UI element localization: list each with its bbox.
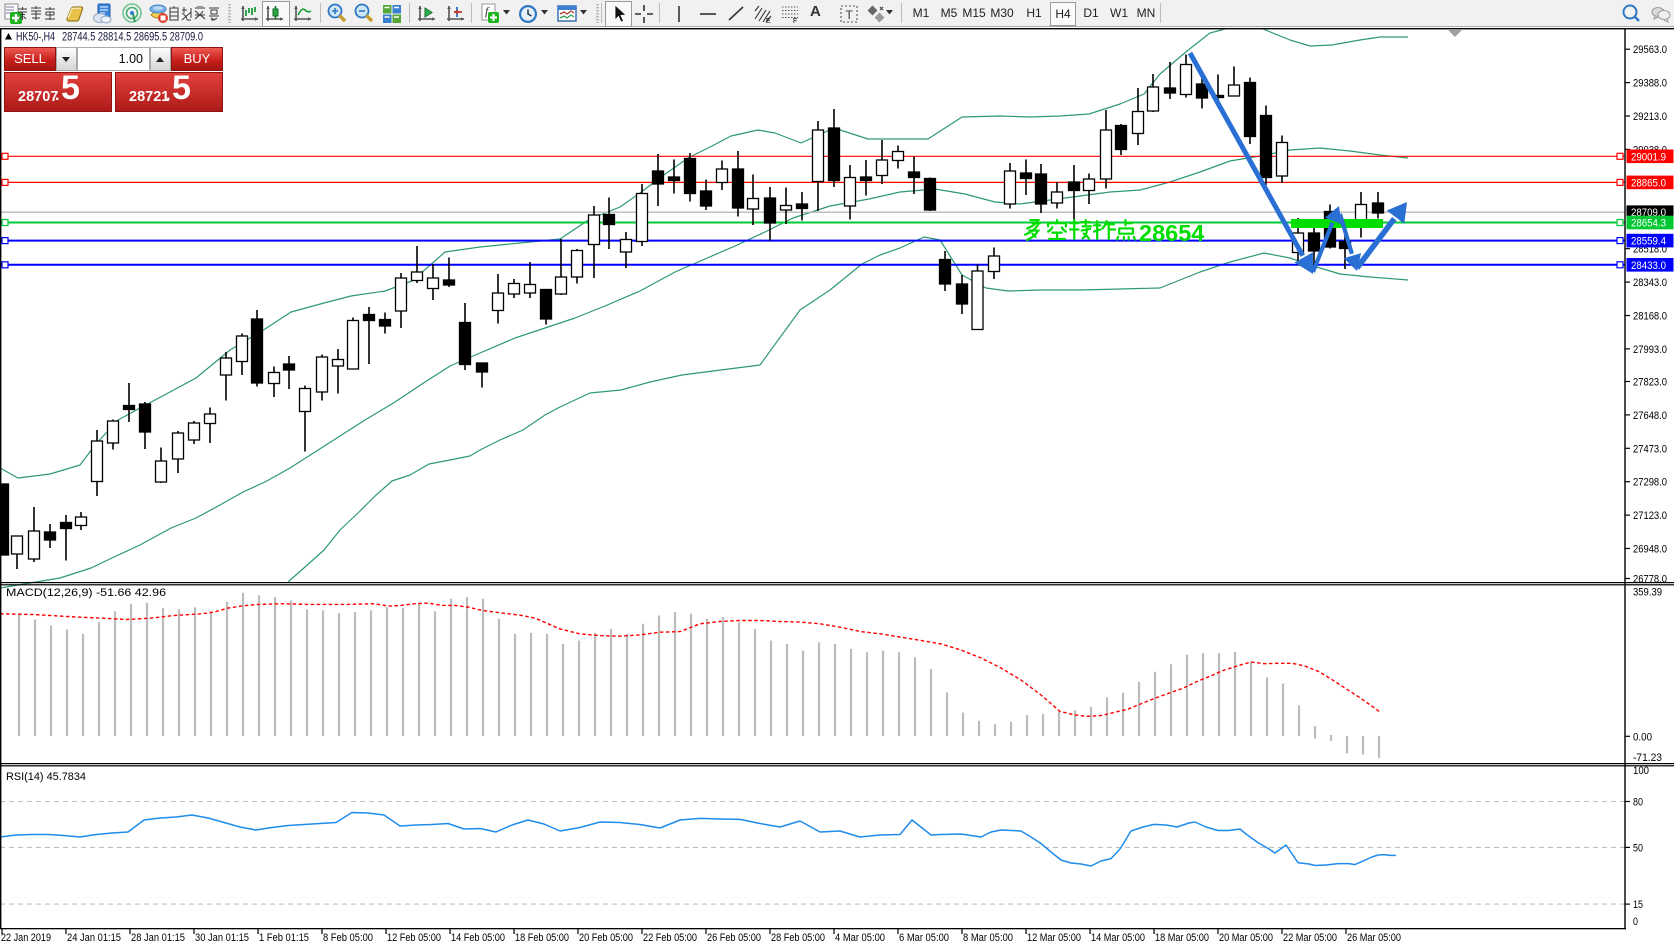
- svg-text:28654: 28654: [1139, 220, 1204, 246]
- svg-text:20 Feb 05:00: 20 Feb 05:00: [579, 932, 633, 944]
- svg-text:28654.3: 28654.3: [1631, 218, 1666, 230]
- svg-text:1 Feb 01:15: 1 Feb 01:15: [259, 932, 309, 944]
- svg-text:22 Feb 05:00: 22 Feb 05:00: [643, 932, 697, 944]
- svg-text:RSI(14) 45.7834: RSI(14) 45.7834: [6, 771, 86, 783]
- svg-text:29563.0: 29563.0: [1633, 44, 1667, 56]
- svg-text:HK50-,H4: HK50-,H4: [16, 32, 55, 44]
- svg-text:50: 50: [1633, 842, 1643, 854]
- svg-text:28744.5 28814.5 28695.5 28709.: 28744.5 28814.5 28695.5 28709.0: [62, 32, 203, 44]
- svg-text:12 Mar 05:00: 12 Mar 05:00: [1027, 932, 1081, 944]
- svg-text:28865.0: 28865.0: [1631, 177, 1666, 189]
- svg-text:100: 100: [1633, 765, 1649, 777]
- svg-text:8 Mar 05:00: 8 Mar 05:00: [963, 932, 1013, 944]
- svg-text:27473.0: 27473.0: [1633, 443, 1667, 455]
- svg-text:T: T: [846, 8, 854, 22]
- svg-text:29388.0: 29388.0: [1633, 78, 1667, 90]
- svg-text:27648.0: 27648.0: [1633, 410, 1667, 422]
- svg-text:28433.0: 28433.0: [1631, 260, 1666, 272]
- svg-text:359.39: 359.39: [1633, 586, 1662, 598]
- svg-text:27298.0: 27298.0: [1633, 477, 1667, 489]
- svg-text:22 Jan 2019: 22 Jan 2019: [1, 932, 51, 944]
- svg-text:0.00: 0.00: [1633, 731, 1652, 743]
- svg-text:-71.23: -71.23: [1633, 752, 1662, 764]
- svg-text:18 Feb 05:00: 18 Feb 05:00: [515, 932, 569, 944]
- svg-text:MACD(12,26,9) -51.66 42.96: MACD(12,26,9) -51.66 42.96: [6, 587, 166, 599]
- svg-text:26 Mar 05:00: 26 Mar 05:00: [1347, 932, 1401, 944]
- svg-text:18 Mar 05:00: 18 Mar 05:00: [1155, 932, 1209, 944]
- svg-text:27823.0: 27823.0: [1633, 377, 1667, 389]
- svg-text:28 Feb 05:00: 28 Feb 05:00: [771, 932, 825, 944]
- svg-text:20 Mar 05:00: 20 Mar 05:00: [1219, 932, 1273, 944]
- svg-text:26778.0: 26778.0: [1633, 574, 1667, 586]
- svg-text:27123.0: 27123.0: [1633, 510, 1667, 522]
- svg-text:22 Mar 05:00: 22 Mar 05:00: [1283, 932, 1337, 944]
- svg-text:E: E: [766, 18, 771, 25]
- svg-text:4 Mar 05:00: 4 Mar 05:00: [835, 932, 885, 944]
- svg-text:8 Feb 05:00: 8 Feb 05:00: [323, 932, 373, 944]
- svg-text:F: F: [793, 18, 797, 25]
- svg-text:28 Jan 01:15: 28 Jan 01:15: [131, 932, 185, 944]
- svg-text:15: 15: [1633, 899, 1643, 911]
- svg-text:29001.9: 29001.9: [1631, 151, 1666, 163]
- svg-text:28343.0: 28343.0: [1633, 277, 1667, 289]
- svg-text:14 Feb 05:00: 14 Feb 05:00: [451, 932, 505, 944]
- svg-text:28559.4: 28559.4: [1631, 236, 1666, 248]
- svg-text:26948.0: 26948.0: [1633, 544, 1667, 556]
- svg-text:14 Mar 05:00: 14 Mar 05:00: [1091, 932, 1145, 944]
- svg-text:6 Mar 05:00: 6 Mar 05:00: [899, 932, 949, 944]
- svg-text:80: 80: [1633, 797, 1643, 809]
- svg-text:30 Jan 01:15: 30 Jan 01:15: [195, 932, 249, 944]
- svg-text:0: 0: [1633, 916, 1638, 928]
- svg-text:27993.0: 27993.0: [1633, 344, 1667, 356]
- svg-text:26 Feb 05:00: 26 Feb 05:00: [707, 932, 761, 944]
- svg-text:f: f: [485, 4, 490, 18]
- svg-text:12 Feb 05:00: 12 Feb 05:00: [387, 932, 441, 944]
- svg-text:28168.0: 28168.0: [1633, 311, 1667, 323]
- svg-text:24 Jan 01:15: 24 Jan 01:15: [67, 932, 121, 944]
- svg-text:29213.0: 29213.0: [1633, 111, 1667, 123]
